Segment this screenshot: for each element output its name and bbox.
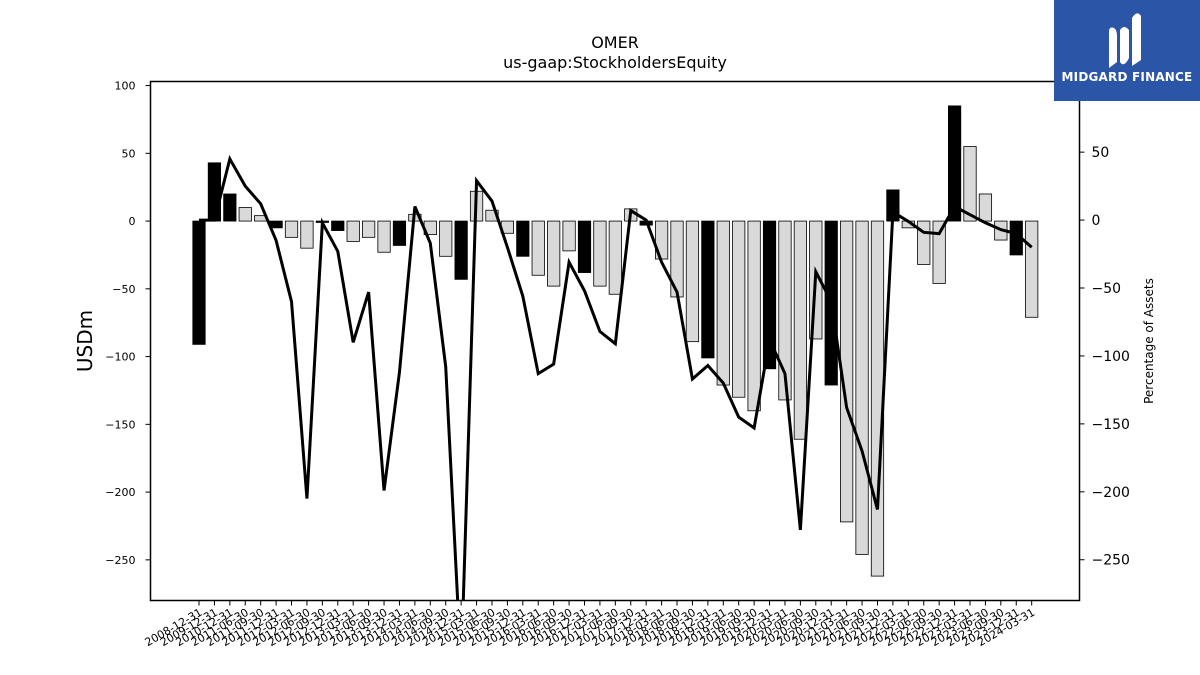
chart-subtitle: us-gaap:StockholdersEquity — [503, 53, 727, 72]
bar — [392, 220, 407, 246]
right-tick-label: −100 — [1092, 349, 1130, 365]
bar — [855, 220, 869, 555]
x-axis-ticks: 2008-12-312009-12-312010-12-312011-06-30… — [143, 600, 1037, 649]
chart-title: OMER — [591, 33, 639, 52]
bar — [284, 220, 299, 238]
left-tick-label: 100 — [115, 80, 136, 93]
left-tick-label: −250 — [105, 554, 135, 567]
bar — [1025, 220, 1039, 318]
bar — [685, 220, 700, 343]
bar — [932, 220, 946, 284]
left-axis-label: USDm — [73, 310, 97, 372]
logo-text: MIDGARD FINANCE — [1061, 70, 1193, 84]
bar — [747, 220, 761, 412]
bar — [207, 162, 222, 222]
left-tick-label: −200 — [105, 486, 135, 499]
right-axis-label: Percentage of Assets — [1142, 278, 1156, 404]
right-tick-label: 0 — [1092, 213, 1101, 229]
bar — [963, 146, 977, 222]
bar — [547, 220, 561, 287]
right-tick-label: 50 — [1092, 145, 1110, 161]
bar — [577, 220, 592, 273]
bar — [454, 220, 468, 280]
left-tick-label: −50 — [112, 283, 135, 296]
bar — [300, 220, 314, 249]
left-axis-ticks: 100 50 0 −50 −100 −150 −200 −250 — [105, 80, 151, 567]
left-tick-label: −100 — [105, 351, 135, 364]
right-tick-label: −200 — [1092, 485, 1130, 501]
right-tick-label: −250 — [1092, 553, 1130, 569]
bar-series — [192, 105, 1039, 577]
bar — [793, 220, 807, 440]
bar — [978, 193, 993, 222]
bar — [562, 220, 576, 252]
bar — [732, 220, 746, 398]
bar — [377, 220, 391, 253]
right-axis-ticks: 50 0 −50 −100 −150 −200 −250 — [1079, 145, 1130, 569]
bar — [223, 193, 237, 222]
bar — [238, 207, 252, 222]
left-tick-label: −150 — [105, 418, 135, 431]
right-tick-label: −50 — [1092, 281, 1122, 297]
bar — [762, 220, 777, 370]
plot-frame — [149, 80, 1081, 602]
bar — [608, 220, 622, 295]
bar — [192, 220, 206, 345]
percentage-line — [199, 154, 1033, 601]
right-tick-label: −150 — [1092, 417, 1130, 433]
bar — [516, 220, 530, 257]
left-tick-label: 0 — [129, 215, 136, 228]
bar — [593, 220, 607, 287]
bar — [701, 220, 715, 359]
bar — [362, 220, 376, 238]
bar — [531, 220, 545, 276]
bar — [947, 105, 962, 222]
bar — [331, 220, 345, 231]
bar — [716, 220, 730, 386]
midgard-finance-logo: MIDGARD FINANCE — [1054, 0, 1200, 101]
midgard-finance-logo-icon — [1109, 13, 1141, 68]
bar — [778, 220, 792, 401]
bar — [439, 220, 453, 257]
left-tick-label: 50 — [122, 147, 136, 160]
bar — [346, 220, 360, 242]
